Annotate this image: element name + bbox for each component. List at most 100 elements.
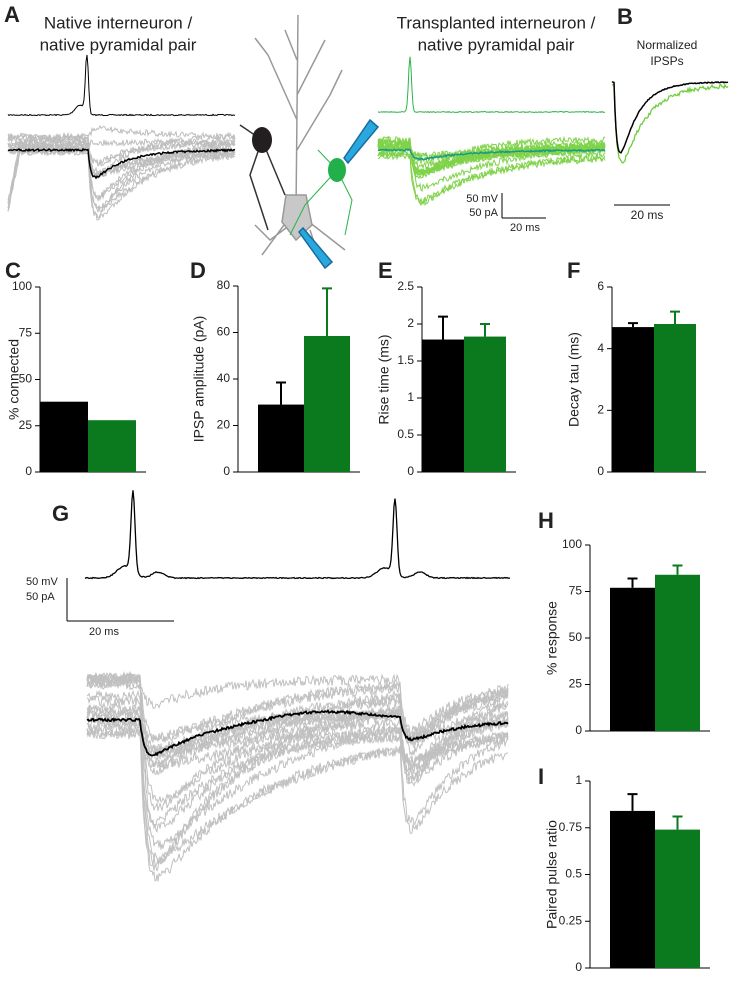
- y-tick-label: 20: [217, 418, 231, 432]
- trace: [86, 671, 509, 805]
- error-bar: [627, 793, 638, 811]
- scale-label: 20 ms: [510, 222, 540, 234]
- bar: [422, 339, 464, 472]
- y-tick-label: 1: [407, 390, 414, 404]
- trace: [86, 719, 509, 872]
- trace: [86, 710, 509, 864]
- panel-letter: F: [567, 258, 580, 283]
- error-bar: [480, 323, 490, 337]
- trace: [7, 137, 236, 167]
- error-bar: [322, 287, 332, 336]
- panel-letter: E: [378, 258, 393, 283]
- y-tick-label: 2: [407, 316, 414, 330]
- trace: [86, 675, 509, 833]
- trace: [7, 124, 236, 143]
- y-tick-label: 0: [575, 960, 582, 974]
- trace: [7, 141, 236, 213]
- y-tick-label: 0.75: [559, 820, 583, 834]
- neuron-diagram: [239, 14, 380, 270]
- scale-label: 50 pA: [469, 207, 498, 219]
- y-tick-label: 100: [12, 279, 32, 293]
- trace: [86, 678, 509, 768]
- bar: [258, 404, 304, 472]
- bar: [610, 587, 655, 731]
- y-tick-label: 1.5: [397, 353, 414, 367]
- y-tick-label: 40: [217, 371, 231, 385]
- y-tick-label: 4: [597, 341, 604, 355]
- bar: [40, 401, 88, 472]
- trace: [377, 135, 606, 192]
- trace: [377, 138, 606, 180]
- panel-title: native pyramidal pair: [418, 35, 575, 54]
- panel-letter: G: [52, 501, 69, 526]
- trace: [377, 56, 606, 114]
- error-bar: [438, 315, 448, 340]
- panel-title: Native interneuron /: [44, 13, 193, 32]
- trace: [377, 149, 606, 205]
- trace: [7, 137, 236, 204]
- bar: [88, 420, 136, 472]
- trace: [86, 689, 509, 850]
- y-axis-label: Rise time (ms): [376, 334, 392, 424]
- trace: [7, 147, 236, 180]
- error-bar: [670, 310, 680, 324]
- y-tick-label: 60: [217, 325, 231, 339]
- panel-letter: I: [538, 764, 544, 789]
- bar: [304, 335, 350, 472]
- y-tick-label: 100: [562, 537, 582, 551]
- y-tick-label: 6: [597, 279, 604, 293]
- scale-label: 50 mV: [26, 576, 58, 588]
- y-tick-label: 50: [569, 630, 583, 644]
- y-tick-label: 0: [597, 464, 604, 478]
- y-tick-label: 0: [575, 723, 582, 737]
- scale-label: 50 pA: [26, 591, 55, 603]
- trace: [377, 148, 606, 161]
- error-bar: [628, 322, 638, 328]
- error-bar: [276, 381, 286, 405]
- panel-title: native pyramidal pair: [40, 35, 197, 54]
- panel-letter: D: [190, 258, 206, 283]
- y-tick-label: 2: [597, 403, 604, 417]
- y-tick-label: 2.5: [397, 279, 414, 293]
- error-bar: [672, 815, 683, 830]
- y-axis-label: Decay tau (ms): [566, 332, 582, 427]
- trace: [7, 54, 236, 117]
- trace: [86, 708, 509, 757]
- panel-letter: H: [538, 508, 554, 533]
- y-tick-label: 50: [19, 372, 33, 386]
- trace: [84, 490, 511, 580]
- y-tick-label: 0: [25, 464, 32, 478]
- y-tick-label: 0: [407, 464, 414, 478]
- panel-letter: A: [4, 2, 20, 27]
- panel-title: Normalized: [637, 38, 698, 52]
- y-tick-label: 0.5: [397, 427, 414, 441]
- y-tick-label: 75: [19, 325, 33, 339]
- trace: [86, 670, 509, 744]
- panel-title: Transplanted interneuron /: [397, 13, 596, 32]
- y-tick-label: 80: [217, 278, 231, 292]
- scale-label: 50 mV: [466, 193, 498, 205]
- bar: [464, 336, 506, 472]
- trace: [86, 724, 509, 773]
- y-axis-label: % connected: [6, 339, 22, 420]
- y-tick-label: 0.25: [559, 913, 583, 927]
- bar: [654, 324, 696, 472]
- bar: [655, 574, 700, 731]
- trace: [611, 82, 729, 164]
- scale-label: 20 ms: [89, 626, 119, 638]
- y-tick-label: 25: [569, 677, 583, 691]
- trace: [86, 673, 509, 812]
- panel-letter: C: [5, 258, 21, 283]
- panel-title: IPSPs: [650, 54, 683, 68]
- y-tick-label: 25: [19, 418, 33, 432]
- y-axis-label: Paired pulse ratio: [544, 820, 560, 929]
- bar: [610, 810, 655, 968]
- y-tick-label: 1: [575, 773, 582, 787]
- y-tick-label: 75: [569, 584, 583, 598]
- y-tick-label: 0.5: [565, 867, 582, 881]
- trace: [7, 133, 236, 203]
- error-bar: [627, 577, 638, 588]
- y-tick-label: 0: [223, 464, 230, 478]
- trace: [86, 728, 509, 882]
